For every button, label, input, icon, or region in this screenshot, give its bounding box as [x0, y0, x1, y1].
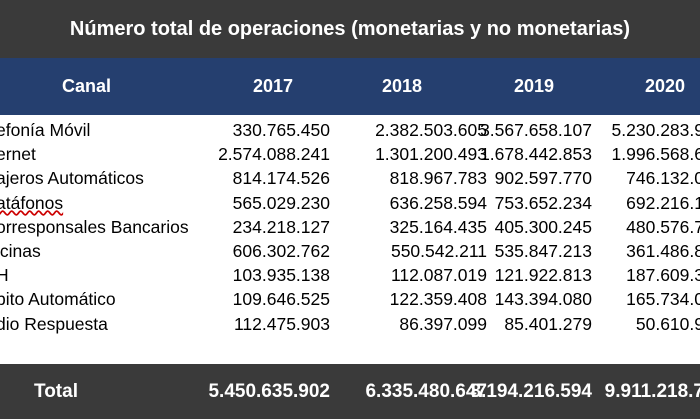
cell-2017: 2.574.088.241 [218, 144, 330, 165]
table-title: Número total de operaciones (monetarias … [0, 0, 700, 58]
cell-2019: 3.567.658.107 [480, 120, 592, 140]
cell-2020: 187.609.3 [626, 265, 700, 286]
cell-2020: 1.996.568.6 [611, 144, 700, 165]
cell-canal: H [0, 265, 9, 286]
header-canal: Canal [62, 76, 112, 96]
cell-2019: 902.597.770 [494, 168, 592, 189]
cell-canal: orresponsales Bancarios [0, 216, 189, 237]
table-row: orresponsales Bancarios 234.218.127 325.… [0, 215, 700, 239]
table-row: bito Automático 109.646.525 122.359.408 … [0, 287, 700, 311]
cell-2018: 325.164.435 [389, 216, 487, 237]
table-row: dio Respuesta 112.475.903 86.397.099 85.… [0, 312, 700, 336]
cell-2017: 330.765.450 [232, 120, 330, 140]
cell-canal: ajeros Automáticos [0, 168, 144, 189]
table-row: ernet 2.574.088.241 1.301.200.493 1.678.… [0, 142, 700, 166]
cell-2020: 692.216.1 [626, 192, 700, 213]
cell-canal: atáfonos [0, 192, 64, 213]
cell-canal: bito Automático [0, 289, 116, 310]
cell-2017: 109.646.525 [232, 289, 330, 310]
cell-2019: 535.847.213 [494, 240, 592, 261]
header-2018: 2018 [382, 76, 423, 96]
cell-2017: 565.029.230 [232, 192, 330, 213]
total-2020: 9.911.218.7 [604, 381, 700, 402]
cell-canal: dio Respuesta [0, 313, 108, 334]
cell-2020: 50.610.9 [635, 313, 700, 334]
cell-2018: 112.087.019 [390, 265, 487, 286]
table-row: atáfonos 565.029.230 636.258.594 753.652… [0, 191, 700, 215]
cell-canal: efonía Móvil [0, 120, 91, 140]
cell-2018: 818.967.783 [389, 168, 487, 189]
total-label: Total [34, 381, 78, 402]
cell-2017: 103.935.138 [232, 265, 330, 286]
cell-2019: 121.922.813 [494, 265, 592, 286]
table-body: efonía Móvil 330.765.450 2.382.503.605 3… [0, 118, 700, 336]
cell-2018: 122.359.408 [389, 289, 487, 310]
table-row: icinas 606.302.762 550.542.211 535.847.2… [0, 239, 700, 263]
cell-2019: 143.394.080 [494, 289, 592, 310]
total-2018: 6.335.480.647 [365, 381, 487, 402]
cell-2019: 1.678.442.853 [480, 144, 592, 165]
cell-2020: 746.132.0 [626, 168, 700, 189]
cell-2018: 636.258.594 [389, 192, 487, 213]
table-row: ajeros Automáticos 814.174.526 818.967.7… [0, 166, 700, 190]
table-row: efonía Móvil 330.765.450 2.382.503.605 3… [0, 118, 700, 142]
cell-2020: 5.230.283.9 [611, 120, 700, 140]
table-header: Canal 2017 2018 2019 2020 [0, 58, 700, 115]
cell-2019: 405.300.245 [494, 216, 592, 237]
cell-2017: 112.475.903 [233, 313, 330, 334]
table-total-row: Total 5.450.635.902 6.335.480.647 8.194.… [0, 364, 700, 419]
cell-2018: 1.301.200.493 [375, 144, 487, 165]
cell-2019: 85.401.279 [504, 313, 592, 334]
cell-2017: 814.174.526 [232, 168, 330, 189]
header-2017: 2017 [253, 76, 294, 96]
cell-2017: 606.302.762 [232, 240, 330, 261]
cell-2018: 86.397.099 [399, 313, 487, 334]
cell-2018: 550.542.211 [390, 240, 487, 261]
total-2017: 5.450.635.902 [208, 381, 330, 402]
total-2019: 8.194.216.594 [470, 381, 592, 402]
cell-2020: 480.576.7 [626, 216, 700, 237]
header-2019: 2019 [514, 76, 555, 96]
cell-2018: 2.382.503.605 [375, 120, 487, 140]
cell-canal: ernet [0, 144, 36, 165]
table-row: H 103.935.138 112.087.019 121.922.813 18… [0, 263, 700, 287]
cell-2017: 234.218.127 [232, 216, 330, 237]
cell-2019: 753.652.234 [494, 192, 592, 213]
cell-2020: 165.734.0 [626, 289, 700, 310]
cell-canal: icinas [0, 240, 41, 261]
header-2020: 2020 [645, 76, 686, 96]
cell-2020: 361.486.8 [626, 240, 700, 261]
